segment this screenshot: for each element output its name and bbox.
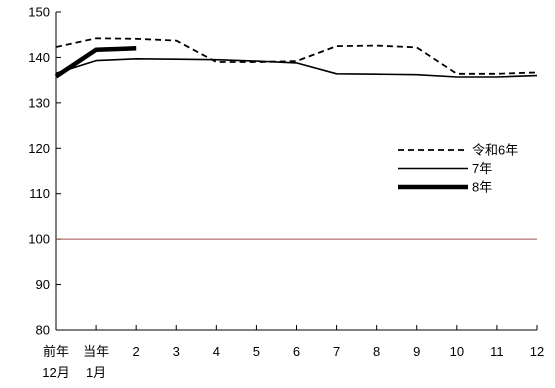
x-tick-label: 7 — [333, 344, 340, 359]
x-tick-label: 当年 — [83, 344, 109, 359]
y-tick-label: 120 — [28, 141, 50, 156]
x-tick-label: 11 — [490, 344, 504, 359]
x-tick-label: 2 — [133, 344, 140, 359]
y-tick-label: 140 — [28, 50, 50, 65]
series-line-2 — [54, 46, 137, 79]
legend-label-1: 7年 — [472, 161, 492, 176]
y-tick-label: 80 — [36, 323, 50, 338]
legend: 令和6年 7年 8年 — [398, 143, 518, 195]
x-tick-label: 9 — [413, 344, 420, 359]
x-tick-label: 5 — [253, 344, 260, 359]
y-tick-label: 130 — [28, 95, 50, 110]
y-tick-label: 100 — [28, 232, 50, 247]
series-line-1 — [55, 57, 538, 78]
legend-label-0: 令和6年 — [472, 143, 518, 158]
x-tick-label: 6 — [293, 344, 300, 359]
legend-label-2: 8年 — [472, 180, 492, 195]
x-tick-label: 4 — [213, 344, 220, 359]
x-tick-label: 前年 — [43, 344, 69, 359]
y-axis-ticks: 80 90 100 110 120 130 140 150 — [28, 5, 61, 338]
y-tick-label: 150 — [28, 5, 50, 20]
x-tick-label: 3 — [173, 344, 180, 359]
y-tick-label: 90 — [36, 277, 50, 292]
series-line-0 — [55, 37, 538, 75]
x-tick-label: 8 — [373, 344, 380, 359]
x-tick-sublabel: 1月 — [86, 365, 106, 380]
x-tick-label: 12 — [530, 344, 544, 359]
y-tick-label: 110 — [29, 186, 50, 201]
x-tick-sublabel: 12月 — [42, 365, 69, 380]
x-tick-label: 10 — [450, 344, 464, 359]
series-lines — [54, 37, 538, 79]
